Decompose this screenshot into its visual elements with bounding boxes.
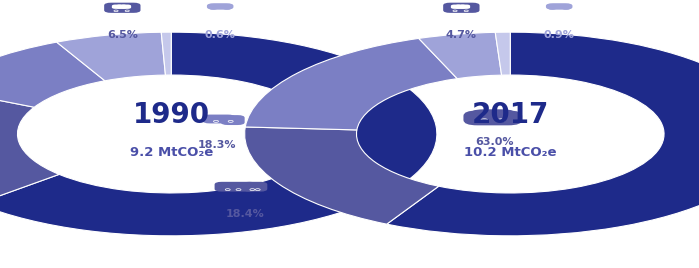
Text: 63.0%: 63.0%	[475, 137, 514, 147]
Text: 0.9%: 0.9%	[544, 30, 575, 40]
Circle shape	[453, 10, 457, 12]
FancyBboxPatch shape	[104, 3, 140, 13]
Text: 10.2 MtCO₂e: 10.2 MtCO₂e	[464, 146, 556, 159]
FancyBboxPatch shape	[455, 5, 466, 9]
Wedge shape	[161, 32, 171, 75]
FancyBboxPatch shape	[451, 5, 462, 9]
FancyBboxPatch shape	[116, 5, 127, 9]
Wedge shape	[57, 32, 166, 81]
FancyBboxPatch shape	[459, 5, 470, 9]
Circle shape	[228, 120, 233, 122]
Wedge shape	[496, 32, 510, 75]
Circle shape	[236, 189, 241, 191]
Circle shape	[114, 10, 118, 12]
Wedge shape	[419, 32, 502, 79]
Text: 1990: 1990	[133, 101, 210, 129]
FancyBboxPatch shape	[221, 115, 245, 125]
Circle shape	[225, 189, 230, 191]
Circle shape	[125, 10, 129, 12]
Wedge shape	[245, 38, 457, 130]
Circle shape	[557, 4, 563, 6]
FancyBboxPatch shape	[112, 5, 123, 9]
FancyBboxPatch shape	[207, 3, 233, 10]
FancyBboxPatch shape	[443, 3, 480, 13]
Circle shape	[218, 4, 224, 6]
Circle shape	[482, 120, 486, 121]
FancyBboxPatch shape	[120, 5, 131, 9]
Wedge shape	[0, 88, 59, 204]
Text: 4.7%: 4.7%	[446, 30, 477, 40]
FancyBboxPatch shape	[463, 110, 522, 125]
Wedge shape	[245, 127, 439, 224]
Circle shape	[481, 119, 488, 122]
FancyBboxPatch shape	[215, 182, 257, 192]
Wedge shape	[387, 32, 699, 236]
Wedge shape	[0, 32, 437, 236]
FancyBboxPatch shape	[546, 3, 572, 10]
Text: 18.3%: 18.3%	[197, 140, 236, 150]
Text: 0.6%: 0.6%	[205, 30, 236, 40]
Text: 9.2 MtCO₂e: 9.2 MtCO₂e	[129, 146, 213, 159]
Circle shape	[500, 120, 503, 121]
FancyBboxPatch shape	[470, 109, 516, 123]
Text: 6.5%: 6.5%	[107, 30, 138, 40]
Circle shape	[250, 189, 255, 191]
Circle shape	[498, 119, 505, 122]
Text: 2017: 2017	[472, 101, 549, 129]
FancyBboxPatch shape	[243, 182, 267, 192]
FancyBboxPatch shape	[203, 114, 235, 123]
Text: 18.4%: 18.4%	[225, 209, 264, 219]
Circle shape	[213, 120, 219, 122]
Circle shape	[464, 10, 468, 12]
Circle shape	[255, 189, 260, 191]
Wedge shape	[0, 42, 105, 107]
